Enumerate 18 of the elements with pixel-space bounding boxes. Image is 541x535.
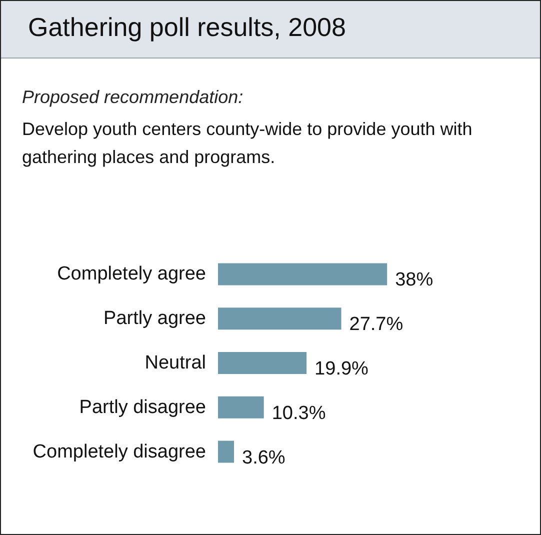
bar bbox=[218, 440, 234, 463]
y-tick-label: Completely agree bbox=[57, 264, 206, 285]
chart-subtitle: Proposed recommendation: bbox=[22, 87, 244, 107]
text: Develop youth centers county-wide to provide youth with gathering places and programs. bbox=[22, 119, 478, 167]
bar bbox=[218, 308, 342, 330]
data-label: 3.6% bbox=[242, 447, 286, 468]
data-label: 19.9% bbox=[314, 358, 369, 380]
data-label: 38% bbox=[395, 270, 434, 291]
y-tick-label: Neutral bbox=[144, 352, 206, 374]
y-tick-label: Partly disagree bbox=[79, 396, 206, 418]
data-label: 10.3% bbox=[272, 402, 326, 424]
bar bbox=[218, 352, 307, 374]
data-label: 27.7% bbox=[349, 314, 404, 336]
y-tick-label: Completely disagree bbox=[32, 441, 206, 462]
bar bbox=[218, 396, 264, 418]
chart-title: Gathering poll results, 2008 bbox=[28, 12, 346, 42]
bar bbox=[218, 263, 388, 286]
y-tick-label: Partly agree bbox=[104, 308, 206, 330]
